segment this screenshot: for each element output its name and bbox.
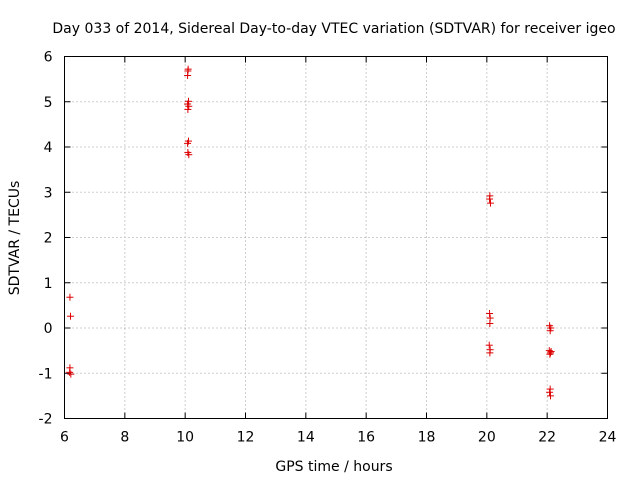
x-tick-label: 16 — [357, 430, 375, 446]
chart-title: Day 033 of 2014, Sidereal Day-to-day VTE… — [52, 21, 615, 37]
data-point — [546, 349, 554, 357]
data-point — [546, 388, 554, 396]
data-point — [486, 310, 494, 318]
x-tick-label: 14 — [297, 430, 315, 446]
data-point — [546, 392, 554, 400]
x-tick-label: 8 — [120, 430, 129, 446]
y-tick-label: 0 — [44, 321, 53, 337]
x-tick-label: 10 — [176, 430, 194, 446]
x-tick-label: 6 — [60, 430, 69, 446]
y-tick-label: 4 — [44, 140, 53, 156]
x-tick-label: 18 — [418, 430, 436, 446]
data-point — [486, 349, 494, 357]
y-tick-label: -2 — [39, 412, 53, 428]
x-tick-label: 20 — [478, 430, 496, 446]
y-tick-label: 5 — [44, 95, 53, 111]
data-point — [185, 102, 193, 110]
data-series — [66, 65, 555, 400]
data-point — [546, 350, 554, 358]
x-tick-label: 22 — [538, 430, 556, 446]
y-tick-label: 6 — [44, 50, 53, 66]
x-tick-label: 12 — [237, 430, 255, 446]
y-tick-label: 3 — [44, 185, 53, 201]
data-point — [184, 72, 192, 80]
y-axis-label: SDTVAR / TECUs — [7, 181, 23, 296]
x-axis-label: GPS time / hours — [275, 459, 392, 475]
y-tick-label: 1 — [44, 276, 53, 292]
data-point — [66, 293, 74, 301]
plot-area-frame — [64, 56, 608, 419]
data-point — [184, 139, 192, 147]
grid-lines — [64, 56, 608, 419]
data-point — [546, 385, 554, 393]
data-point — [184, 105, 192, 113]
x-tick-label: 24 — [599, 430, 617, 446]
data-point — [486, 199, 494, 207]
data-point — [185, 151, 193, 159]
data-point — [546, 327, 554, 335]
data-point — [486, 195, 494, 203]
data-point — [67, 370, 75, 378]
data-point — [485, 341, 493, 349]
data-point — [66, 368, 74, 376]
y-tick-label: -1 — [39, 366, 53, 382]
data-point — [67, 312, 75, 320]
data-point — [486, 319, 494, 327]
y-tick-label: 2 — [44, 231, 53, 247]
